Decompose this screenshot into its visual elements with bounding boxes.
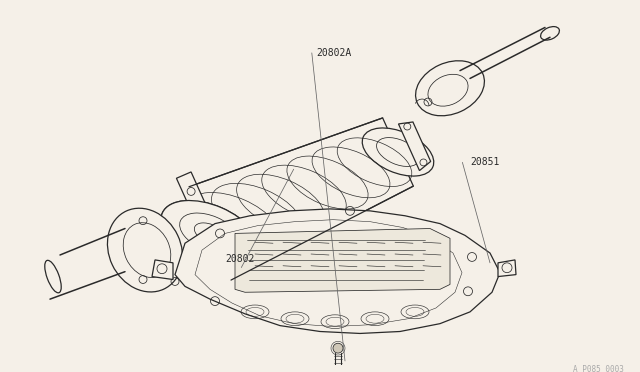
Ellipse shape — [108, 208, 182, 292]
Polygon shape — [498, 260, 516, 276]
Polygon shape — [175, 209, 500, 333]
Text: 20802: 20802 — [225, 254, 255, 264]
Polygon shape — [399, 122, 431, 171]
Ellipse shape — [333, 343, 343, 353]
Ellipse shape — [415, 61, 484, 116]
Polygon shape — [177, 172, 244, 295]
Polygon shape — [235, 228, 450, 292]
Text: 20802A: 20802A — [317, 48, 352, 58]
Text: 20851: 20851 — [470, 157, 500, 167]
Ellipse shape — [541, 26, 559, 40]
Polygon shape — [189, 118, 413, 280]
Ellipse shape — [45, 260, 61, 293]
Text: A P085 0003: A P085 0003 — [573, 365, 624, 372]
Polygon shape — [152, 260, 173, 279]
Ellipse shape — [362, 128, 434, 176]
Ellipse shape — [161, 201, 259, 266]
Ellipse shape — [161, 201, 259, 266]
